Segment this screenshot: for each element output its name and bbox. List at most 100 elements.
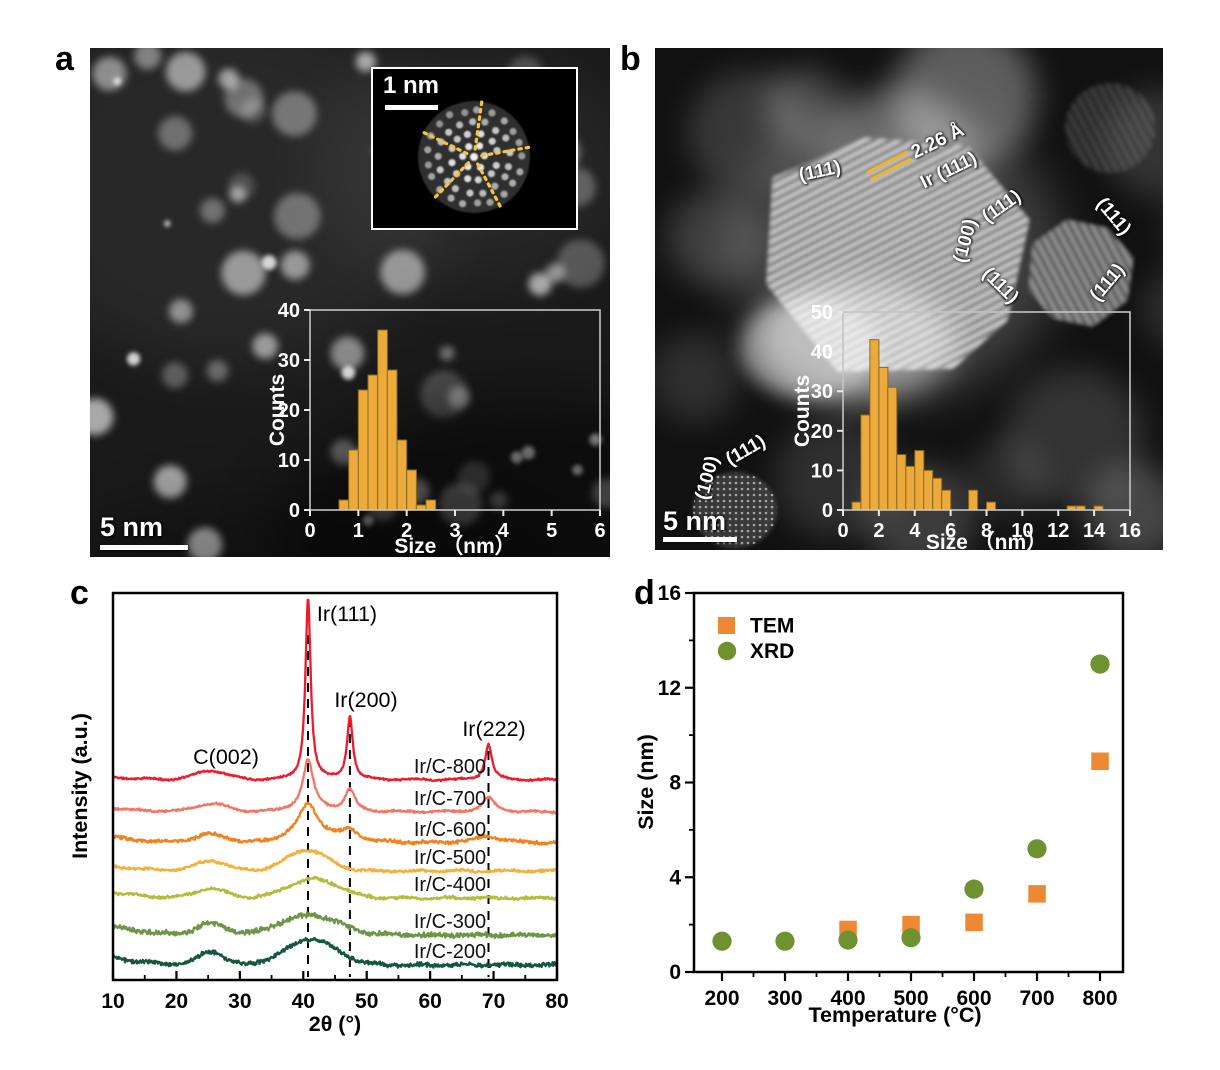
x-tick-label: 1 xyxy=(353,520,364,542)
tem-data-point xyxy=(1028,885,1046,903)
x-axis-label: Size （nm） xyxy=(926,530,1047,554)
x-tick-label: 400 xyxy=(830,987,865,1010)
x-tick-label: 30 xyxy=(228,990,251,1013)
xrd-curve-Ir/C-200 xyxy=(111,937,559,969)
nanoparticle xyxy=(90,398,114,436)
atom-dot xyxy=(509,127,517,136)
nanoparticle xyxy=(280,250,310,280)
histogram-bar xyxy=(367,374,379,511)
tem-data-point xyxy=(965,913,983,932)
atom-dot xyxy=(436,120,444,128)
twin-boundary-dotted-line xyxy=(418,129,469,156)
scale-bar-label-a: 5 nm xyxy=(100,512,164,542)
histogram-bar xyxy=(941,489,952,511)
atom-dot xyxy=(509,179,517,187)
xrd-chart: Ir/C-800 Ir/C-700 Ir/C-600 Ir/C-500 Ir/C-400… xyxy=(68,591,569,1036)
peak-label: Ir(111) xyxy=(317,602,377,626)
tem-data-point xyxy=(1091,752,1109,770)
legend-label-tem: TEM xyxy=(750,615,794,638)
panel-a-label: a xyxy=(55,40,74,78)
panel-b-label: b xyxy=(620,40,641,78)
nanoparticle xyxy=(252,333,278,359)
x-tick-label: 8 xyxy=(981,520,992,542)
y-tick-label: 10 xyxy=(278,450,300,472)
histogram-bar xyxy=(357,389,369,511)
atom-dot xyxy=(488,109,496,117)
histogram-bar xyxy=(851,501,862,511)
nanoparticle xyxy=(271,91,317,137)
y-axis-label: Counts xyxy=(791,375,814,447)
histogram-bar xyxy=(986,501,996,511)
xrd-data-point xyxy=(901,928,921,948)
nanoparticle xyxy=(556,239,605,288)
x-tick-label: 80 xyxy=(545,990,568,1013)
peak-label: Ir(200) xyxy=(334,688,397,712)
xrd-data-point xyxy=(712,931,732,951)
y-axis-label: Intensity (a.u.) xyxy=(68,713,92,859)
nanoparticle xyxy=(1087,465,1163,550)
nanoparticle xyxy=(206,360,229,382)
nanoparticle xyxy=(341,366,356,380)
x-tick-label: 3 xyxy=(449,520,460,542)
nanoparticle xyxy=(965,438,1045,518)
x-tick-label: 300 xyxy=(767,987,802,1010)
panel-d-label: d xyxy=(634,574,655,612)
atom-dot xyxy=(479,189,487,197)
nanoparticle xyxy=(127,352,141,366)
tem-data-point xyxy=(902,915,920,934)
atom-dot xyxy=(446,111,454,119)
hrtem-inset-a: 1 nm xyxy=(371,67,578,230)
histogram-bar xyxy=(338,499,350,511)
atom-dot xyxy=(473,106,481,114)
y-tick-label: 30 xyxy=(278,350,300,372)
y-tick-label: 40 xyxy=(278,300,300,322)
atom-dot xyxy=(448,159,456,167)
x-tick-label: 60 xyxy=(418,990,441,1013)
y-tick-label: 8 xyxy=(669,772,681,795)
twin-boundary-dotted-line xyxy=(476,162,504,212)
histogram-bar xyxy=(914,450,925,511)
xrd-data-point xyxy=(1027,839,1047,859)
atom-dot xyxy=(451,185,459,193)
x-tick-label: 0 xyxy=(837,520,848,542)
atom-dot xyxy=(491,182,499,190)
nanoparticle xyxy=(162,362,188,389)
x-tick-label: 5 xyxy=(546,520,557,542)
histogram-bar xyxy=(860,414,871,511)
x-tick-label: 12 xyxy=(1047,520,1069,542)
x-axis-label: Size （nm） xyxy=(394,534,515,558)
panel-c-label: c xyxy=(70,574,89,612)
histogram-bar xyxy=(896,454,907,511)
x-tick-label: 20 xyxy=(165,990,188,1013)
curve-label: Ir/C-700 xyxy=(414,788,486,810)
histogram-bar xyxy=(968,489,979,511)
x-tick-label: 800 xyxy=(1082,987,1117,1010)
x-tick-label: 6 xyxy=(594,520,605,542)
histogram-bar xyxy=(923,469,934,511)
x-tick-label: 200 xyxy=(704,987,739,1010)
atom-dot xyxy=(476,142,484,150)
curve-label: Ir/C-600 xyxy=(414,819,486,841)
atom-dot xyxy=(466,189,474,197)
nanoparticle xyxy=(158,116,193,151)
y-tick-label: 20 xyxy=(278,400,300,422)
x-axis-label: Temperature (°C) xyxy=(808,1003,981,1027)
scale-bar-a xyxy=(100,545,188,550)
xrd-curve-Ir/C-800 xyxy=(112,598,558,783)
histogram-bar xyxy=(887,386,898,511)
legend-marker-tem xyxy=(718,617,735,634)
y-tick-label: 12 xyxy=(658,677,681,700)
atom-dot xyxy=(434,152,442,160)
nanoparticle xyxy=(261,255,277,270)
curve-label: Ir/C-300 xyxy=(414,911,486,933)
atom-dot xyxy=(501,173,509,181)
atom-dot xyxy=(445,128,453,136)
scale-bar-label-b: 5 nm xyxy=(663,506,727,536)
x-tick-label: 4 xyxy=(498,520,510,542)
x-tick-label: 10 xyxy=(1011,520,1033,542)
nanoparticle xyxy=(240,97,266,124)
xrd-curve-Ir/C-600 xyxy=(112,801,558,846)
atom-dot xyxy=(502,134,510,142)
